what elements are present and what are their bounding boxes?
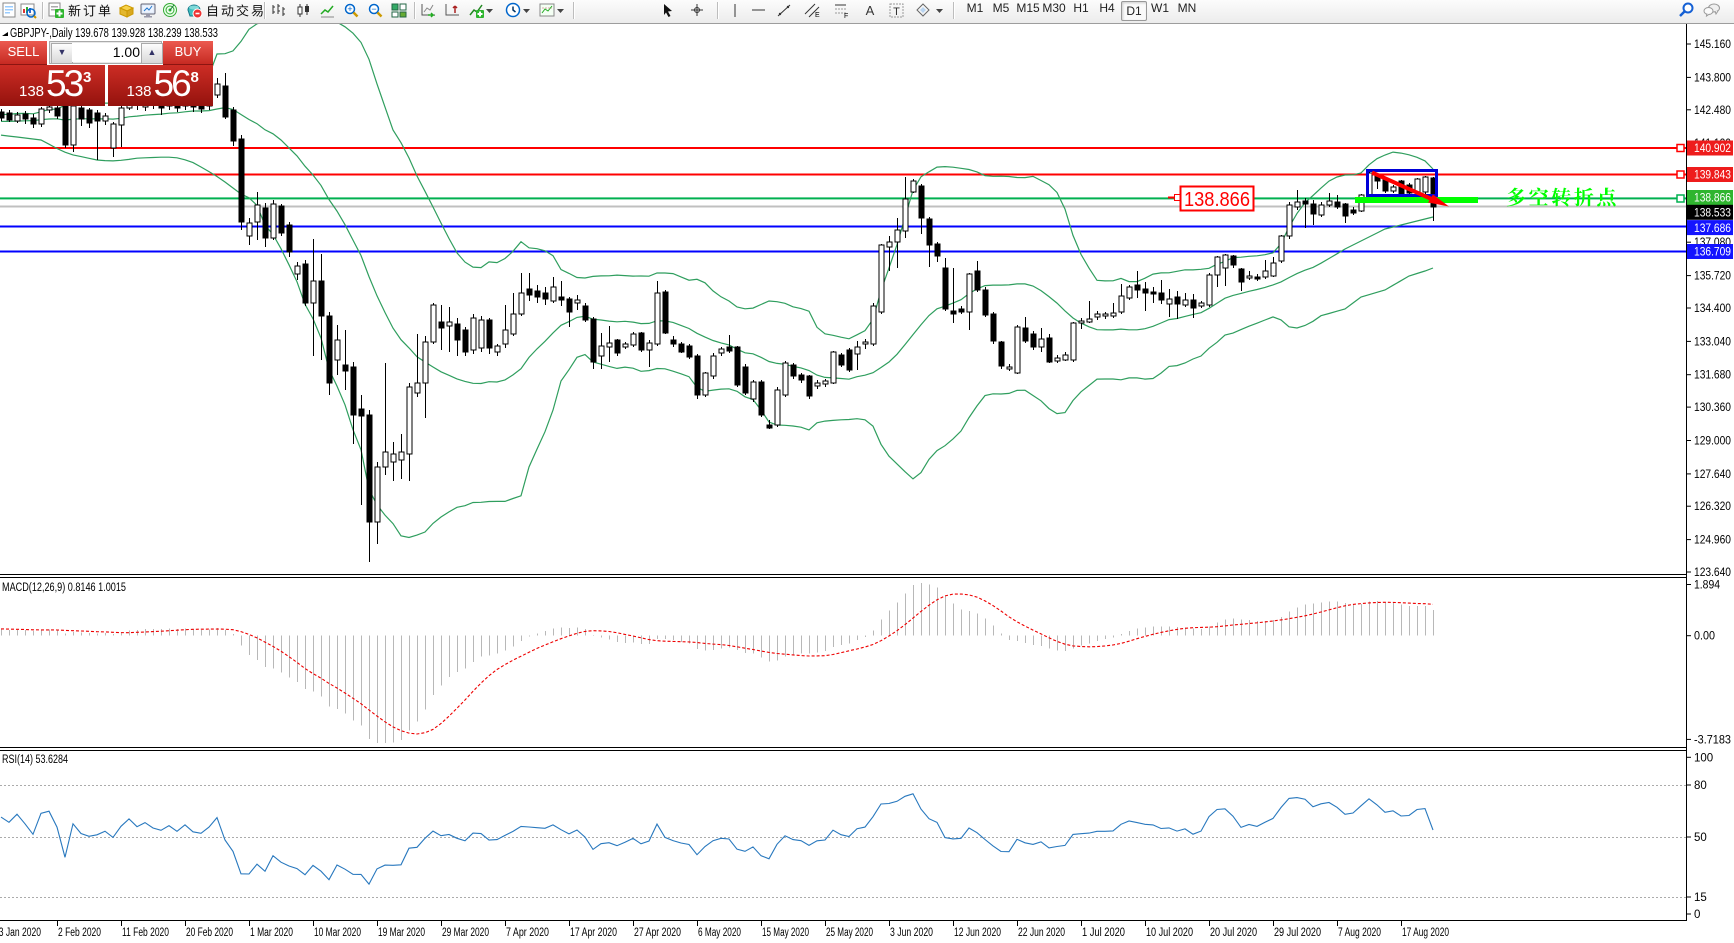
svg-text:138.866: 138.866 <box>1694 193 1731 205</box>
svg-text:0: 0 <box>1694 909 1700 921</box>
svg-text:11 Feb 2020: 11 Feb 2020 <box>122 927 169 939</box>
svg-text:20 Feb 2020: 20 Feb 2020 <box>186 927 233 939</box>
svg-text:27 Apr 2020: 27 Apr 2020 <box>634 927 681 939</box>
svg-text:2 Feb 2020: 2 Feb 2020 <box>58 927 101 939</box>
svg-text:12 Jun 2020: 12 Jun 2020 <box>954 927 1001 939</box>
svg-text:15: 15 <box>1694 892 1707 904</box>
svg-text:124.960: 124.960 <box>1694 535 1731 547</box>
svg-text:0.00: 0.00 <box>1694 631 1715 643</box>
svg-text:29 Jul 2020: 29 Jul 2020 <box>1274 927 1321 939</box>
svg-text:10 Jul 2020: 10 Jul 2020 <box>1146 927 1193 939</box>
svg-text:RSI(14) 53.6284: RSI(14) 53.6284 <box>2 754 68 766</box>
svg-text:GBPJPY-,Daily 139.678 139.928: GBPJPY-,Daily 139.678 139.928 138.239 13… <box>10 26 218 40</box>
svg-text:130.360: 130.360 <box>1694 402 1731 414</box>
svg-text:143.800: 143.800 <box>1694 72 1731 84</box>
svg-text:127.640: 127.640 <box>1694 469 1731 481</box>
svg-text:136.709: 136.709 <box>1694 247 1731 259</box>
svg-text:137.686: 137.686 <box>1694 223 1731 235</box>
svg-text:22 Jun 2020: 22 Jun 2020 <box>1018 927 1065 939</box>
svg-text:17 Apr 2020: 17 Apr 2020 <box>570 927 617 939</box>
svg-text:7 Aug 2020: 7 Aug 2020 <box>1338 927 1381 939</box>
svg-text:+: + <box>347 4 352 14</box>
svg-text:-3.7183: -3.7183 <box>1694 734 1731 746</box>
svg-text:E: E <box>815 12 820 19</box>
svg-text:129.000: 129.000 <box>1694 436 1731 448</box>
svg-text:6 May 2020: 6 May 2020 <box>698 927 741 939</box>
svg-text:F: F <box>844 13 848 19</box>
svg-text:23 Jan 2020: 23 Jan 2020 <box>0 927 41 939</box>
svg-text:−: − <box>371 4 376 14</box>
svg-text:A: A <box>866 3 875 18</box>
svg-text:1 Jul 2020: 1 Jul 2020 <box>1082 927 1125 939</box>
svg-text:MACD(12,26,9) 0.8146 1.0015: MACD(12,26,9) 0.8146 1.0015 <box>2 582 126 594</box>
svg-text:7 Apr 2020: 7 Apr 2020 <box>506 927 549 939</box>
svg-text:20 Jul 2020: 20 Jul 2020 <box>1210 927 1257 939</box>
svg-text:142.480: 142.480 <box>1694 105 1731 117</box>
svg-text:135.720: 135.720 <box>1694 271 1731 283</box>
svg-text:126.320: 126.320 <box>1694 501 1731 513</box>
svg-text:139.843: 139.843 <box>1694 170 1731 182</box>
svg-text:T: T <box>893 6 900 18</box>
svg-text:17 Aug 2020: 17 Aug 2020 <box>1402 927 1449 939</box>
svg-text:100: 100 <box>1694 752 1713 764</box>
svg-text:25 May 2020: 25 May 2020 <box>826 927 873 939</box>
svg-text:133.040: 133.040 <box>1694 336 1731 348</box>
svg-text:131.680: 131.680 <box>1694 370 1731 382</box>
svg-text:19 Mar 2020: 19 Mar 2020 <box>378 927 425 939</box>
svg-text:138.866: 138.866 <box>1184 188 1250 211</box>
svg-text:15 May 2020: 15 May 2020 <box>762 927 809 939</box>
svg-text:145.160: 145.160 <box>1694 39 1731 51</box>
svg-text:138.533: 138.533 <box>1694 208 1731 220</box>
svg-text:10 Mar 2020: 10 Mar 2020 <box>314 927 361 939</box>
svg-text:3 Jun 2020: 3 Jun 2020 <box>890 927 933 939</box>
svg-text:50: 50 <box>1694 832 1707 844</box>
svg-text:123.640: 123.640 <box>1694 567 1731 579</box>
svg-text:29 Mar 2020: 29 Mar 2020 <box>442 927 489 939</box>
svg-text:134.400: 134.400 <box>1694 303 1731 315</box>
svg-text:80: 80 <box>1694 780 1707 792</box>
svg-text:1.894: 1.894 <box>1694 580 1721 592</box>
svg-text:140.902: 140.902 <box>1694 143 1731 155</box>
svg-text:1 Mar 2020: 1 Mar 2020 <box>250 927 293 939</box>
